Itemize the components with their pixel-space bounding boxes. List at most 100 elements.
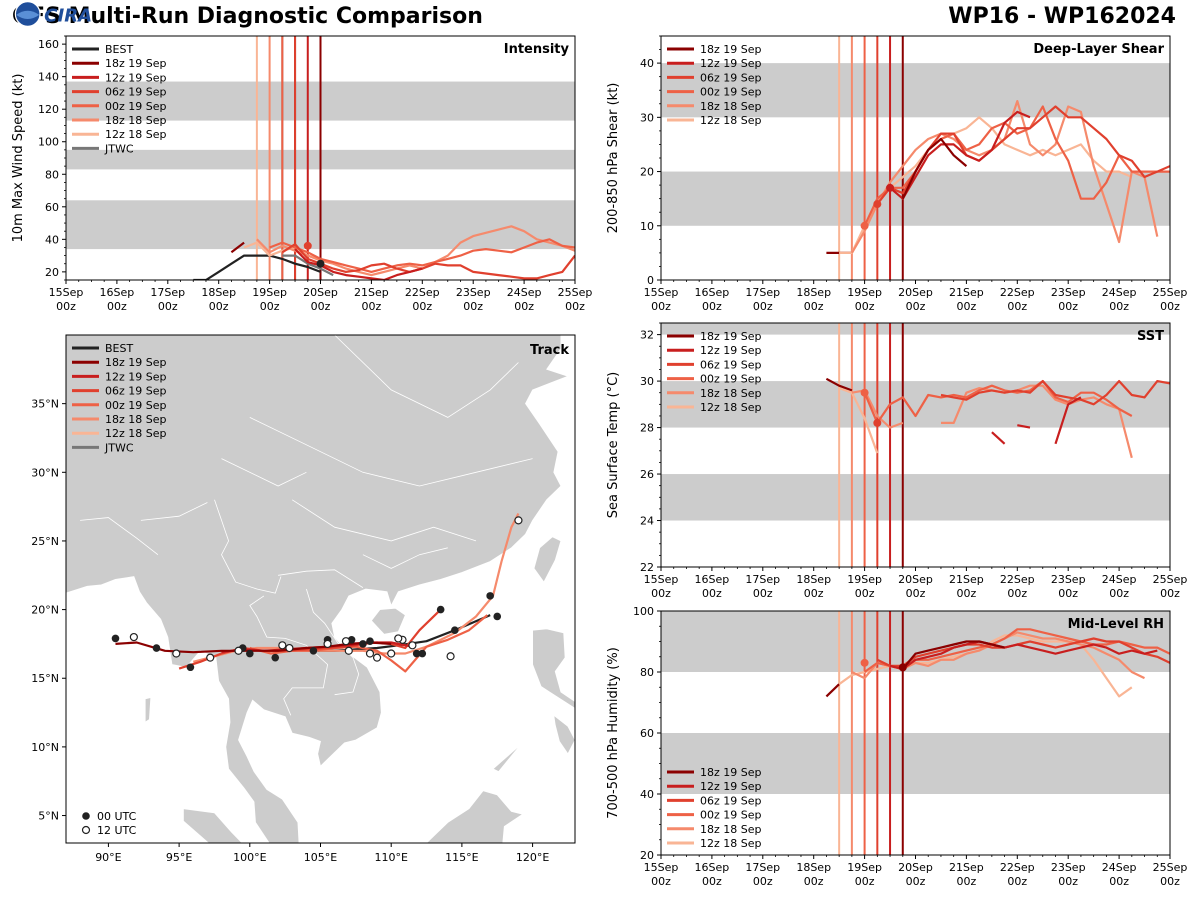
track-point-00utc [246,649,254,658]
track-x-tick-label: 90°E [95,851,121,864]
shear-legend-label: 18z 18 Sep [700,100,762,113]
sst-series-12z-19-sep [1017,424,1031,429]
track-point-12utc [344,646,353,655]
map-border-line [249,417,533,487]
x-axis: 15Sep00z16Sep00z17Sep00z18Sep00z19Sep00z… [644,567,1188,600]
intensity-legend-label: 00z 19 Sep [105,100,167,113]
rh-y-tick-label: 80 [640,666,654,679]
cira-logo: CIRA [14,1,92,27]
sst-y-tick-label: 24 [640,515,654,528]
intensity-legend-label: 06z 19 Sep [105,86,167,99]
track-point-00utc [436,605,445,614]
sst-threshold-band [661,474,1170,521]
rh-y-tick-label: 40 [640,788,654,801]
noaa-wave-icon [16,10,40,19]
map-asia-mainland [66,335,570,843]
x-tick-label: 15Sep [644,861,679,874]
intensity-marker-06z-19-sep [303,241,312,250]
x-tick-hour: 00z [753,300,773,313]
track-legend-label: 18z 18 Sep [105,413,167,426]
x-tick-hour: 00z [56,300,76,313]
x-tick-hour: 00z [260,300,280,313]
sst-y-tick-label: 22 [640,561,654,574]
track-point-00utc [186,663,195,672]
track-legend-label: 06z 19 Sep [105,385,167,398]
map-border-line [278,569,364,588]
track-legend-label: 12z 19 Sep [105,370,167,383]
rh-legend-label: 12z 18 Sep [700,837,762,850]
shear-series-18z-19-sep [901,137,968,200]
map-border-line [249,595,329,716]
x-tick-hour: 00z [957,875,977,888]
x-tick-hour: 00z [702,587,722,600]
x-tick-hour: 00z [1160,587,1180,600]
track-point-12utc [323,639,332,649]
x-tick-hour: 00z [107,300,127,313]
track-point-00utc [111,634,120,643]
track-y-tick-label: 35°N [31,398,59,411]
intensity-y-tick-label: 80 [45,168,59,181]
rh-title: Mid-Level RH [1068,617,1164,632]
rh-y-axis-label: 700-500 hPa Humidity (%) [606,647,621,819]
x-tick-hour: 00z [1058,875,1078,888]
track-x-tick-label: 100°E [233,851,266,864]
x-tick-label: 24Sep [507,286,542,299]
track-point-12utc [446,652,455,661]
intensity-legend-label: 12z 19 Sep [105,71,167,84]
x-tick-label: 20Sep [303,286,338,299]
intensity-title: Intensity [504,42,570,57]
x-tick-label: 17Sep [745,861,780,874]
x-tick-label: 20Sep [898,286,933,299]
rh-threshold-band [661,733,1170,794]
x-tick-hour: 00z [804,875,824,888]
sst-y-tick-label: 26 [640,468,654,481]
x-tick-label: 19Sep [847,861,882,874]
track-panel: 90°E 95°E 100°E 105°E 110°E 115°E 120°E 5°N 10°N… [31,334,576,864]
utc-legend-12-marker [81,825,91,835]
storm-id-title: WP16 - WP162024 [948,4,1176,29]
x-tick-label: 24Sep [1102,286,1137,299]
sst-marker-00z-19-sep [860,388,869,397]
x-tick-hour: 00z [651,875,671,888]
x-tick-label: 25Sep [1153,861,1188,874]
shear-legend-label: 06z 19 Sep [700,71,762,84]
intensity-legend-label: JTWC [104,142,134,155]
shear-legend-label: 12z 19 Sep [700,57,762,70]
track-title: Track [530,343,569,358]
x-tick-label: 15Sep [49,286,84,299]
map-luzon-island [532,628,575,709]
map-sumatra-island [182,808,243,843]
x-tick-hour: 00z [651,300,671,313]
track-point-12utc [514,516,523,525]
rh-marker-18z-19-sep [898,663,907,672]
track-point-00utc [309,646,318,655]
x-tick-hour: 00z [1007,300,1027,313]
intensity-y-tick-label: 20 [45,266,59,279]
x-tick-hour: 00z [957,300,977,313]
x-tick-label: 20Sep [898,573,933,586]
intensity-y-tick-label: 40 [45,233,59,246]
track-x-tick-label: 95°E [166,851,192,864]
shear-marker-12z-19-sep [886,183,895,192]
shear-legend-label: 18z 19 Sep [700,43,762,56]
rh-y-tick-label: 60 [640,727,654,740]
sst-series-12z-19-sep [991,431,1006,445]
x-tick-label: 16Sep [100,286,135,299]
track-point-00utc [412,649,421,658]
x-tick-label: 25Sep [1153,573,1188,586]
rh-legend-label: 18z 18 Sep [700,823,762,836]
shear-y-tick-label: 10 [640,220,654,233]
sst-series-12z-19-sep [1054,396,1082,445]
x-tick-hour: 00z [753,875,773,888]
x-tick-label: 18Sep [796,573,831,586]
sst-y-tick-label: 28 [640,422,654,435]
rh-y-tick-label: 100 [633,605,654,618]
track-point-12utc [278,641,287,650]
x-axis: 15Sep00z16Sep00z17Sep00z18Sep00z19Sep00z… [644,280,1187,313]
shear-series-12z-19-sep [889,110,1031,200]
sst-series-06z-19-sep [940,380,1170,406]
chart-main-title: GFS Multi-Run Diagnostic Comparison [12,4,483,29]
